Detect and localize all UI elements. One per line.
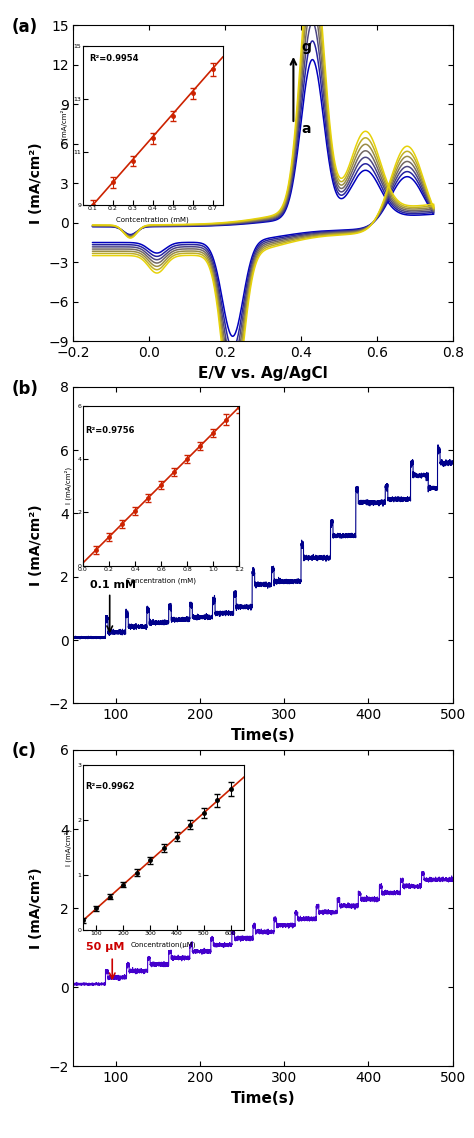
Text: (b): (b) <box>12 380 39 398</box>
Text: g: g <box>301 41 311 55</box>
Y-axis label: I (mA/cm²): I (mA/cm²) <box>29 504 43 586</box>
X-axis label: Concentration(μM): Concentration(μM) <box>131 941 196 948</box>
X-axis label: Time(s): Time(s) <box>231 1090 295 1106</box>
Text: R²=0.9756: R²=0.9756 <box>85 426 135 435</box>
X-axis label: E/V vs. Ag/AgCl: E/V vs. Ag/AgCl <box>198 365 328 381</box>
Y-axis label: I (mA/cm²): I (mA/cm²) <box>28 142 43 224</box>
Y-axis label: I (mA/cm²): I (mA/cm²) <box>29 867 43 949</box>
X-axis label: Concentration (mM): Concentration (mM) <box>126 577 196 584</box>
Y-axis label: I (mA/cm²): I (mA/cm²) <box>61 107 68 143</box>
X-axis label: Contcentration (mM): Contcentration (mM) <box>117 216 189 223</box>
Text: a: a <box>301 122 310 137</box>
Text: 0.1 mM: 0.1 mM <box>91 580 137 589</box>
Text: R²=0.9962: R²=0.9962 <box>86 783 135 792</box>
Text: 50 μM: 50 μM <box>86 941 125 951</box>
Y-axis label: I (mA/cm²): I (mA/cm²) <box>64 828 72 866</box>
Y-axis label: I (mA/cm²): I (mA/cm²) <box>64 468 72 504</box>
Text: R²=0.9954: R²=0.9954 <box>89 55 138 64</box>
Text: (a): (a) <box>12 18 38 36</box>
X-axis label: Time(s): Time(s) <box>231 727 295 743</box>
Text: (c): (c) <box>12 742 36 760</box>
